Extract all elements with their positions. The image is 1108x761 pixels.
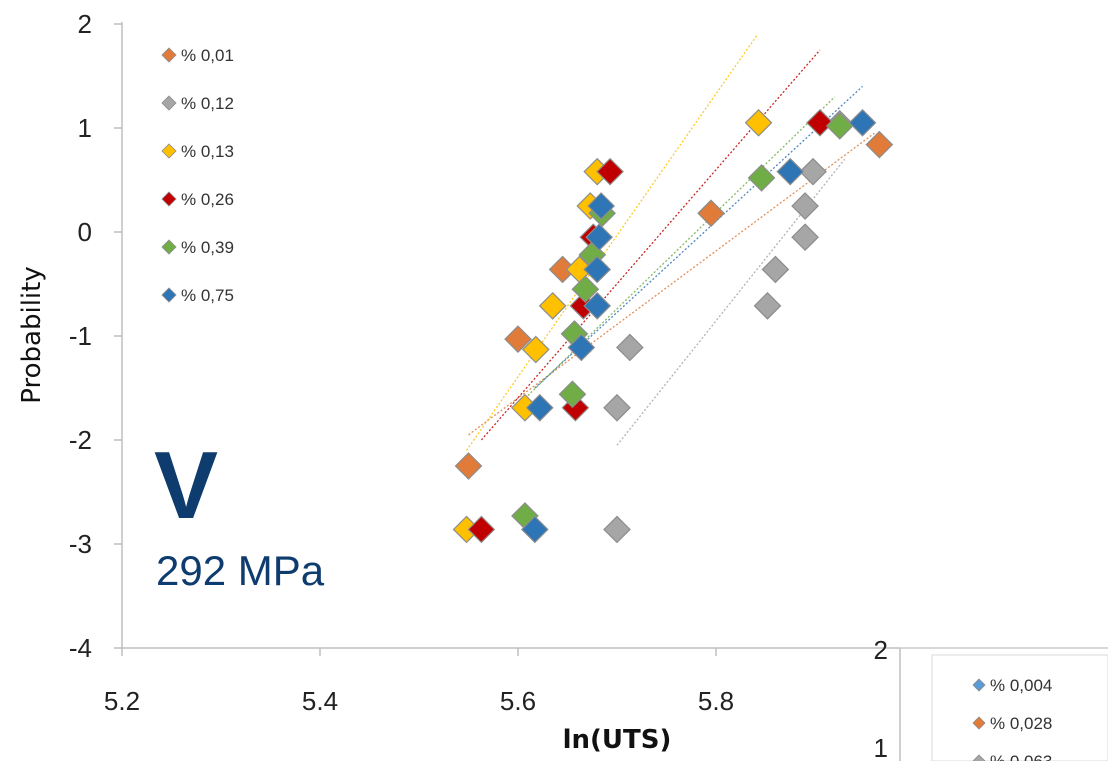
data-point [538, 291, 567, 320]
data-point [791, 223, 819, 252]
second-chart-legend-marker [972, 678, 986, 692]
data-point [587, 192, 616, 220]
x-tick-label: 5.4 [302, 686, 338, 716]
y-tick-label: 1 [78, 113, 92, 143]
data-point [583, 291, 612, 320]
data-point [567, 333, 596, 362]
second-chart-legend-box [931, 654, 1108, 761]
trend-line [465, 34, 759, 451]
legend-label: % 0,01 [181, 46, 234, 65]
data-point [744, 108, 773, 137]
second-chart-legend-marker [972, 754, 986, 761]
second-chart-y-tick-label: 1 [874, 733, 888, 761]
specimen-letter: V [154, 432, 219, 539]
data-point [865, 130, 894, 159]
data-point [603, 393, 631, 422]
second-chart-y-ticks: 21 [874, 635, 888, 761]
second-chart-legend-marker [972, 716, 986, 730]
second-chart-legend-label: % 0,063 [990, 752, 1052, 761]
data-point [848, 108, 877, 137]
data-point [521, 335, 550, 364]
data-point [791, 192, 819, 220]
second-chart-legend-label: % 0,004 [990, 676, 1052, 695]
second-chart-legend: % 0,004 % 0,028 % 0,063 [972, 676, 1052, 761]
x-axis-title: ln(UTS) [563, 725, 672, 755]
legend-label: % 0,12 [181, 94, 234, 113]
second-chart-legend-label: % 0,028 [990, 714, 1052, 733]
data-point [806, 108, 834, 137]
data-point [585, 223, 614, 252]
legend-label: % 0,26 [181, 190, 234, 209]
legend-label: % 0,75 [181, 286, 234, 305]
data-point [583, 255, 612, 284]
legend-label: % 0,13 [181, 142, 234, 161]
data-point [825, 112, 854, 140]
y-tick-label: -2 [69, 425, 92, 455]
legend-marker [161, 143, 177, 159]
data-point [697, 199, 725, 228]
legend-marker [161, 47, 177, 63]
x-tick-label: 5.2 [104, 686, 140, 716]
second-chart-y-tick-label: 2 [874, 635, 888, 665]
data-point [753, 291, 782, 320]
trend-line [468, 132, 875, 436]
y-tick-labels: 2 1 0 -1 -2 -3 -4 [69, 9, 122, 663]
data-point [504, 325, 532, 353]
legend-label: % 0,39 [181, 238, 234, 257]
legend-marker [161, 95, 177, 111]
specimen-strength: 292 MPa [156, 547, 325, 594]
data-point [596, 157, 624, 186]
data-point [747, 164, 776, 192]
x-tick-label: 5.6 [500, 686, 536, 716]
y-tick-label: -4 [69, 633, 92, 663]
second-chart: 21 % 0,004% 0,028% 0,063 [874, 635, 1108, 761]
data-point [799, 157, 827, 186]
trend-line [480, 49, 821, 441]
data-point [616, 333, 644, 362]
y-tick-label: 2 [78, 9, 92, 39]
data-point [454, 452, 483, 480]
data-point [603, 515, 631, 544]
data-point [467, 515, 496, 544]
trend-line [524, 96, 836, 399]
legend-marker [161, 239, 177, 255]
x-tick-label: 5.8 [698, 686, 734, 716]
data-point [571, 275, 600, 304]
data-point [558, 380, 587, 409]
data-point [776, 157, 805, 186]
data-point [520, 515, 549, 544]
legend-marker [161, 191, 177, 207]
x-tick-labels: 5.2 5.4 5.6 5.8 [104, 648, 734, 716]
legend-marker [161, 287, 177, 303]
legend: % 0,01 % 0,12 % 0,13 % 0,26 % 0,39 % 0,75 [161, 46, 234, 305]
y-axis-title: Probability [17, 266, 47, 403]
data-markers [452, 108, 894, 544]
data-point [525, 393, 554, 422]
y-tick-label: 0 [78, 217, 92, 247]
data-point [761, 255, 790, 284]
y-tick-label: -3 [69, 529, 92, 559]
y-tick-label: -1 [69, 321, 92, 351]
